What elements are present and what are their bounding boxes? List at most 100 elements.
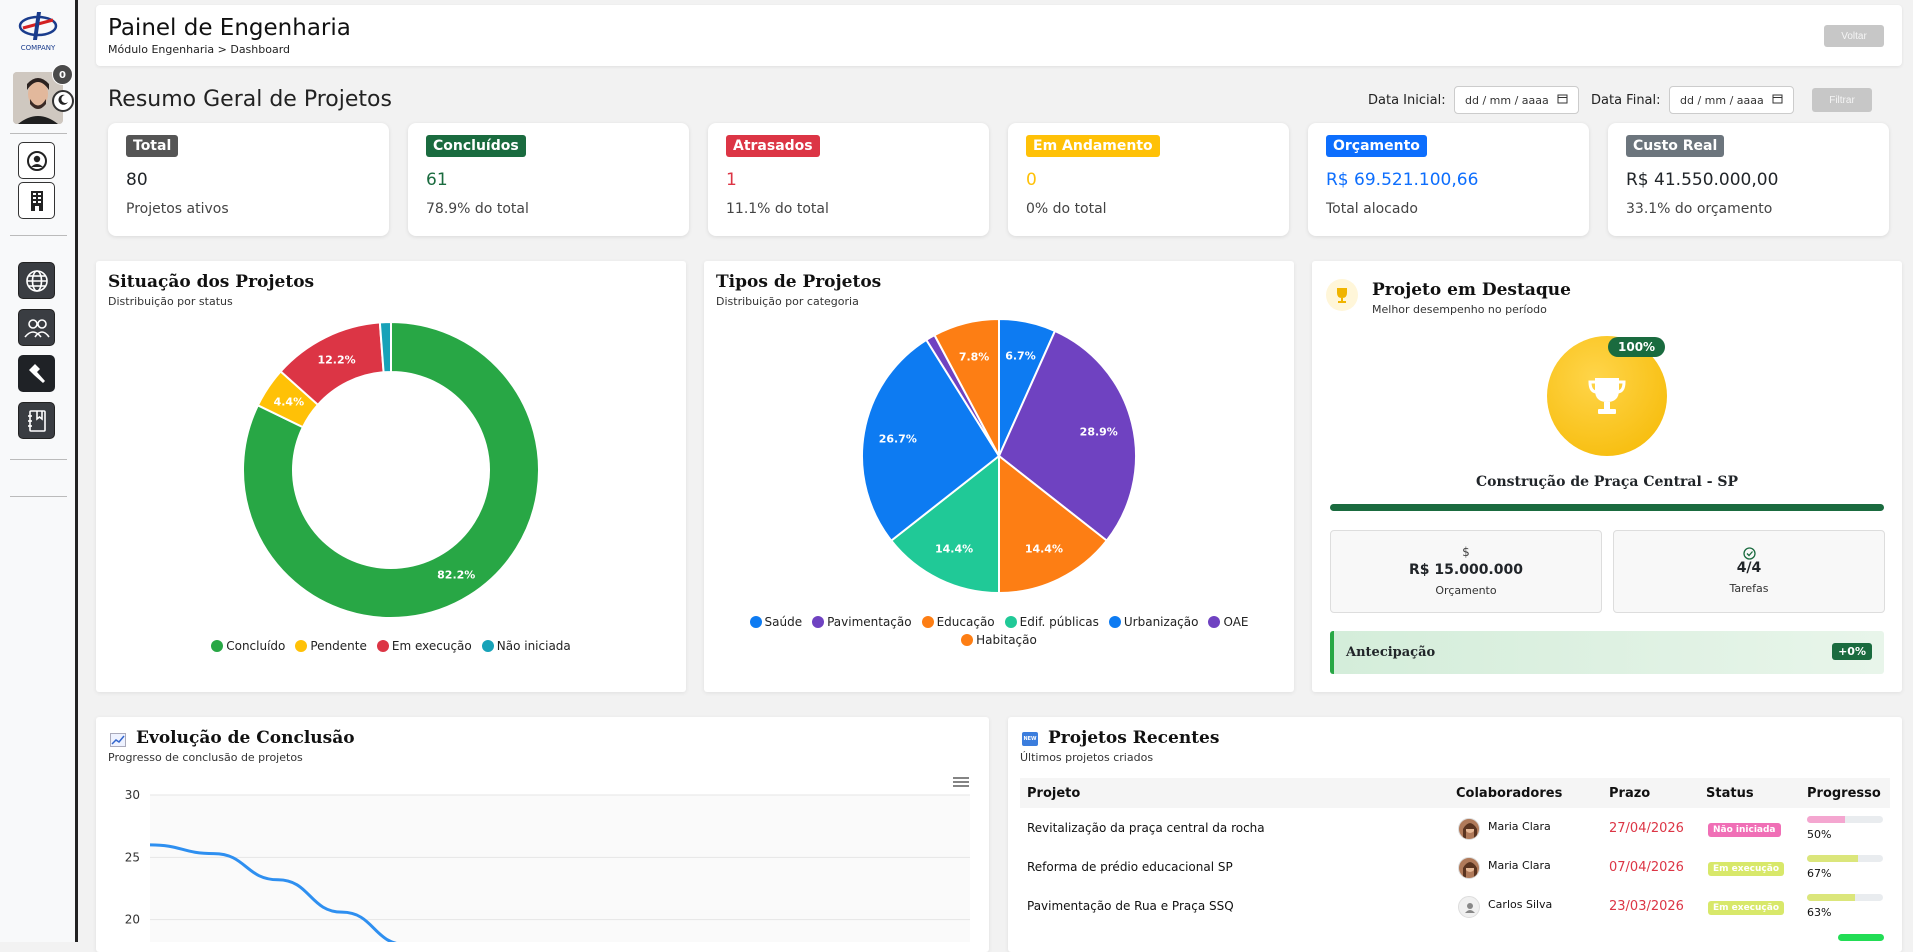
deadline: 07/04/2026 bbox=[1609, 860, 1684, 875]
types-pie-chart: 6.7% 28.9% 14.4% 14.4% 26.7% 7.8% bbox=[861, 317, 1137, 595]
legend-swatch bbox=[961, 634, 974, 646]
globe-icon[interactable] bbox=[18, 262, 55, 299]
featured-progress-fill bbox=[1330, 504, 1884, 511]
calendar-icon[interactable] bbox=[1557, 93, 1568, 107]
notebook-icon[interactable] bbox=[18, 402, 55, 439]
column-header-progress[interactable]: Progresso bbox=[1807, 786, 1881, 801]
kpi-value: 61 bbox=[426, 170, 448, 190]
column-header-status[interactable]: Status bbox=[1706, 786, 1754, 801]
legend-item[interactable]: Educação bbox=[921, 615, 995, 629]
start-date-label: Data Inicial: bbox=[1368, 93, 1446, 108]
sidebar-divider bbox=[10, 459, 67, 460]
project-name[interactable]: Reforma de prédio educacional SP bbox=[1027, 860, 1233, 874]
slice-Pavimentação[interactable] bbox=[997, 329, 1137, 543]
collaborator-avatar bbox=[1458, 896, 1480, 918]
kpi-badge: Em Andamento bbox=[1026, 135, 1160, 157]
progress-fill bbox=[1807, 894, 1855, 901]
progress-fill bbox=[1807, 855, 1858, 862]
series-line[interactable] bbox=[149, 843, 534, 942]
notification-badge[interactable]: 0 bbox=[52, 64, 73, 85]
collaborator-name: Maria Clara bbox=[1488, 859, 1551, 872]
recent-title: Projetos Recentes bbox=[1048, 728, 1220, 748]
progress-bar bbox=[1838, 934, 1884, 941]
featured-panel: Projeto em Destaque Melhor desempenho no… bbox=[1312, 261, 1902, 692]
collaborator-name: Maria Clara bbox=[1488, 820, 1551, 833]
summary-title: Resumo Geral de Projetos bbox=[108, 87, 392, 112]
trophy-icon bbox=[1326, 279, 1358, 311]
kpi-card: Atrasados 1 11.1% do total bbox=[708, 123, 989, 236]
sidebar: COMPANY 0 bbox=[0, 0, 78, 942]
building-icon[interactable] bbox=[18, 182, 55, 219]
legend-item[interactable]: Concluído bbox=[211, 639, 285, 653]
kpi-card: Custo Real R$ 41.550.000,00 33.1% do orçam… bbox=[1608, 123, 1889, 236]
status-panel-subtitle: Distribuição por status bbox=[108, 295, 233, 308]
kpi-subtext: 11.1% do total bbox=[726, 201, 829, 217]
anticipation-label: Antecipação bbox=[1346, 645, 1436, 660]
collaborator-name: Carlos Silva bbox=[1488, 898, 1553, 911]
kpi-badge: Concluídos bbox=[426, 135, 526, 157]
legend-item[interactable]: OAE bbox=[1208, 615, 1249, 629]
status-panel-title: Situação dos Projetos bbox=[108, 272, 315, 292]
slice-Educação[interactable] bbox=[998, 453, 1109, 595]
status-legend: Concluído Pendente Em execução Não iniciada bbox=[96, 639, 686, 653]
start-date-placeholder: dd / mm / aaaa bbox=[1465, 93, 1549, 107]
legend-swatch bbox=[376, 640, 389, 652]
types-panel-subtitle: Distribuição por categoria bbox=[716, 295, 859, 308]
page-header: Painel de Engenharia Módulo Engenharia >… bbox=[96, 5, 1902, 66]
legend-item[interactable]: Em execução bbox=[376, 639, 472, 653]
slice-label: 14.4% bbox=[1025, 542, 1063, 555]
collaborator-avatar bbox=[1458, 818, 1480, 840]
legend-item[interactable]: Não iniciada bbox=[481, 639, 571, 653]
slice-Edif. públicas[interactable] bbox=[889, 453, 1000, 595]
user-circle-icon[interactable] bbox=[18, 142, 55, 179]
recent-subtitle: Últimos projetos criados bbox=[1020, 751, 1154, 764]
legend-item[interactable]: Edif. públicas bbox=[1004, 615, 1099, 629]
status-donut-chart: 82.2% 4.4% 12.2% bbox=[242, 320, 540, 619]
kpi-subtext: 78.9% do total bbox=[426, 201, 529, 217]
kpi-card: Concluídos 61 78.9% do total bbox=[408, 123, 689, 236]
legend-label: Urbanização bbox=[1123, 615, 1199, 629]
deadline: 27/04/2026 bbox=[1609, 821, 1684, 836]
moon-icon[interactable] bbox=[52, 90, 74, 112]
legend-item[interactable]: Urbanização bbox=[1108, 615, 1199, 629]
legend-swatch bbox=[1208, 616, 1221, 628]
back-button[interactable]: Voltar bbox=[1824, 25, 1884, 47]
users-icon[interactable] bbox=[18, 309, 55, 346]
legend-swatch bbox=[211, 640, 224, 652]
project-name[interactable]: Pavimentação de Rua e Praça SSQ bbox=[1027, 899, 1234, 913]
legend-label: Edif. públicas bbox=[1019, 615, 1099, 629]
types-panel: Tipos de Projetos Distribuição por categ… bbox=[704, 261, 1294, 692]
column-header-project[interactable]: Projeto bbox=[1027, 786, 1081, 801]
chart-menu-icon[interactable] bbox=[953, 773, 969, 792]
progress-bar bbox=[1807, 894, 1883, 901]
legend-swatch bbox=[921, 616, 934, 628]
hammer-icon[interactable] bbox=[18, 355, 55, 392]
legend-item[interactable]: Pendente bbox=[295, 639, 367, 653]
calendar-icon[interactable] bbox=[1772, 93, 1783, 107]
anticipation-row: Antecipação +0% bbox=[1330, 631, 1884, 674]
evolution-panel: Evolução de Conclusão Progresso de concl… bbox=[96, 717, 989, 952]
tasks-label: Tarefas bbox=[1729, 582, 1769, 595]
evolution-subtitle: Progresso de conclusão de projetos bbox=[108, 751, 303, 764]
kpi-subtext: Projetos ativos bbox=[126, 201, 229, 217]
end-date-input[interactable]: dd / mm / aaaa bbox=[1669, 86, 1794, 114]
project-name[interactable]: Revitalização da praça central da rocha bbox=[1027, 821, 1265, 835]
user-avatar[interactable] bbox=[13, 72, 63, 124]
column-header-deadline[interactable]: Prazo bbox=[1609, 786, 1651, 801]
breadcrumb[interactable]: Módulo Engenharia > Dashboard bbox=[108, 43, 291, 56]
filter-button[interactable]: Filtrar bbox=[1812, 88, 1872, 112]
company-logo[interactable]: COMPANY bbox=[13, 8, 63, 52]
legend-swatch bbox=[295, 640, 308, 652]
legend-swatch bbox=[749, 616, 762, 628]
evolution-line-chart: 30252015 bbox=[125, 788, 970, 942]
legend-item[interactable]: Pavimentação bbox=[812, 615, 912, 629]
slice-Não iniciada[interactable] bbox=[378, 320, 392, 374]
slice-Concluído[interactable] bbox=[242, 320, 540, 619]
legend-item[interactable]: Habitação bbox=[961, 633, 1037, 647]
slice-Habitação[interactable] bbox=[933, 317, 1000, 457]
featured-percent-badge: 100% bbox=[1608, 337, 1666, 357]
column-header-collaborators[interactable]: Colaboradores bbox=[1456, 786, 1563, 801]
legend-item[interactable]: Saúde bbox=[749, 615, 802, 629]
start-date-input[interactable]: dd / mm / aaaa bbox=[1454, 86, 1579, 114]
slice-Urbanização[interactable] bbox=[861, 338, 1001, 543]
